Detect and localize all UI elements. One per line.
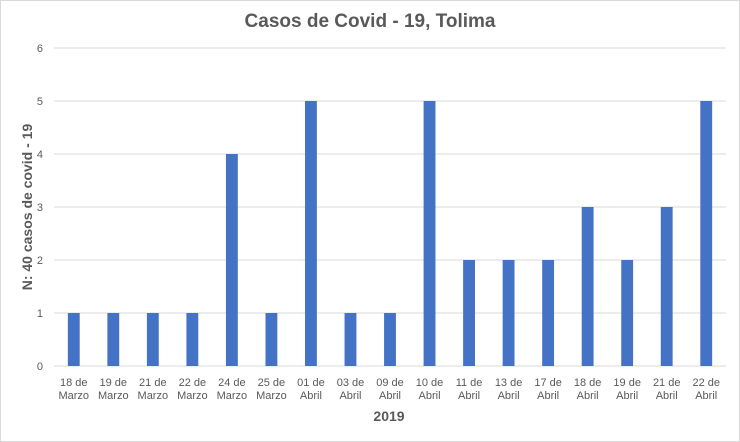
x-tick-label: 11 de Abril xyxy=(456,377,483,402)
x-tick-label-line: Marzo xyxy=(58,390,89,402)
x-tick-label-line: Abril xyxy=(458,390,480,402)
x-tick-label-line: 13 de xyxy=(495,377,523,389)
x-tick-label: 19 de Abril xyxy=(613,377,641,402)
x-tick-label-line: 25 de xyxy=(258,377,286,389)
y-axis-title: N: 40 casos de covid - 19 xyxy=(19,124,35,291)
x-tick-label-line: 18 de xyxy=(60,377,88,389)
x-tick-label: 24 de Marzo xyxy=(217,377,248,402)
y-tick-label: 2 xyxy=(37,255,43,267)
bar xyxy=(621,260,634,366)
x-tick-label: 18 de Marzo xyxy=(58,377,89,402)
x-tick-label: 10 de Abril xyxy=(416,377,444,402)
bar xyxy=(463,260,475,366)
bar xyxy=(423,101,436,366)
bar xyxy=(265,313,278,366)
x-tick-label-line: 17 de xyxy=(534,377,562,389)
x-tick-label-line: 18 de xyxy=(574,377,602,389)
x-tick-label-line: 24 de xyxy=(218,377,246,389)
y-tick-label: 3 xyxy=(37,202,43,214)
bar xyxy=(146,313,159,366)
bar xyxy=(225,154,238,366)
y-tick-label: 1 xyxy=(37,308,43,320)
bar xyxy=(542,260,555,366)
x-tick-label-line: Marzo xyxy=(98,390,129,402)
bar xyxy=(107,313,120,366)
x-tick-label: 09 de Abril xyxy=(376,377,404,402)
y-tick-label: 4 xyxy=(37,149,43,161)
x-tick-label-line: 22 de xyxy=(692,377,720,389)
y-axis-ticks: 0 1 2 3 4 5 6 xyxy=(37,43,43,373)
x-tick-label-line: Marzo xyxy=(256,390,287,402)
x-tick-label-line: Marzo xyxy=(177,390,208,402)
x-tick-label: 19 de Marzo xyxy=(98,377,129,402)
x-tick-label: 18 de Abril xyxy=(574,377,602,402)
y-tick-label: 0 xyxy=(37,361,43,373)
x-tick-label-line: Abril xyxy=(695,390,717,402)
x-tick-label-line: Abril xyxy=(300,390,322,402)
bar xyxy=(384,313,396,366)
x-tick-label-line: Abril xyxy=(379,390,401,402)
chart-title: Casos de Covid - 19, Tolima xyxy=(245,11,496,32)
x-tick-label: 25 de Marzo xyxy=(256,377,287,402)
x-tick-label: 17 de Abril xyxy=(534,377,562,402)
x-tick-label-line: Marzo xyxy=(138,390,169,402)
x-tick-label-line: 03 de xyxy=(337,377,365,389)
x-tick-label: 22 de Abril xyxy=(692,377,720,402)
x-tick-label-line: 10 de xyxy=(416,377,444,389)
x-tick-label-line: Abril xyxy=(656,390,678,402)
x-tick-label-line: 21 de xyxy=(139,377,167,389)
x-tick-label: 01 de Abril xyxy=(297,377,325,402)
x-tick-label-line: 11 de xyxy=(456,377,483,389)
x-tick-label-line: Abril xyxy=(537,390,559,402)
x-tick-label-line: 21 de xyxy=(653,377,681,389)
gridlines xyxy=(54,47,726,367)
bar xyxy=(660,207,673,366)
x-tick-label-line: Abril xyxy=(419,390,441,402)
x-tick-label-line: 19 de xyxy=(613,377,641,389)
bars xyxy=(67,101,713,366)
bar xyxy=(581,207,594,366)
x-tick-label-line: 22 de xyxy=(179,377,207,389)
x-tick-label-line: 09 de xyxy=(376,377,404,389)
x-tick-label: 21 de Abril xyxy=(653,377,681,402)
bar xyxy=(502,260,515,366)
x-tick-label-line: 19 de xyxy=(100,377,128,389)
bar xyxy=(700,101,713,366)
bar xyxy=(305,101,317,366)
y-tick-label: 5 xyxy=(37,96,43,108)
x-tick-label-line: Marzo xyxy=(217,390,248,402)
x-tick-label-line: 01 de xyxy=(297,377,325,389)
x-tick-label-line: Abril xyxy=(339,390,361,402)
x-tick-label-line: Abril xyxy=(616,390,638,402)
x-tick-label: 21 de Marzo xyxy=(138,377,169,402)
x-tick-label-line: Abril xyxy=(577,390,599,402)
bar xyxy=(344,313,357,366)
x-tick-label: 22 de Marzo xyxy=(177,377,208,402)
y-tick-label: 6 xyxy=(37,43,43,55)
x-tick-label: 03 de Abril xyxy=(337,377,365,402)
bar xyxy=(67,313,80,366)
x-tick-label-line: Abril xyxy=(498,390,520,402)
x-axis-title: 2019 xyxy=(373,408,404,424)
x-tick-label: 13 de Abril xyxy=(495,377,523,402)
bar xyxy=(186,313,199,366)
